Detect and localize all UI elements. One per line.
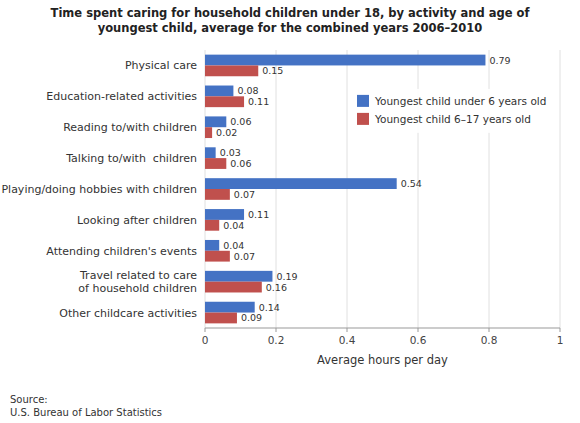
data-label: 0.02: [216, 127, 237, 138]
legend-label: Youngest child under 6 years old: [374, 95, 546, 107]
category-label: Other childcare activities: [59, 307, 197, 320]
tick-mark: [347, 328, 348, 332]
data-label: 0.04: [223, 220, 244, 231]
source: Source:U.S. Bureau of Labor Statistics: [10, 394, 162, 418]
tick-label: 0: [202, 334, 209, 346]
tick-label: 0.2: [268, 334, 285, 346]
bar: [205, 158, 226, 169]
data-label: 0.14: [259, 302, 280, 313]
category-label: Travel related to careof household child…: [78, 269, 197, 295]
data-label: 0.06: [230, 116, 251, 127]
bar: [205, 251, 230, 262]
tick-label: 1: [557, 334, 564, 346]
data-label: 0.15: [262, 65, 283, 76]
data-label: 0.54: [401, 178, 422, 189]
tick-mark: [489, 328, 490, 332]
category-label: Attending children's events: [46, 245, 197, 258]
data-label: 0.11: [248, 209, 269, 220]
bar: [205, 86, 233, 97]
category-label: Reading to/with children: [63, 121, 197, 134]
x-axis-label: Average hours per day: [317, 353, 448, 367]
tick-label: 0.8: [481, 334, 498, 346]
bar: [205, 116, 226, 127]
category-label: Talking to/with children: [65, 152, 197, 165]
grid-line: [560, 50, 561, 328]
bar: [205, 55, 485, 66]
bar: [205, 313, 237, 324]
data-label: 0.79: [489, 55, 510, 66]
background: [0, 0, 580, 423]
bar: [205, 302, 255, 313]
data-label: 0.07: [234, 251, 255, 262]
legend-label: Youngest child 6–17 years old: [374, 113, 531, 125]
bar: [205, 220, 219, 231]
data-label: 0.16: [266, 282, 287, 293]
data-label: 0.09: [241, 312, 262, 323]
category-label: Looking after children: [77, 214, 197, 227]
tick-mark: [560, 328, 561, 332]
bar: [205, 189, 230, 200]
tick-mark: [205, 328, 206, 332]
data-label: 0.06: [230, 158, 251, 169]
bar: [205, 147, 216, 158]
title: Time spent caring for household children…: [51, 6, 531, 35]
legend: Youngest child under 6 years old Youngest…: [351, 89, 556, 133]
bar: [205, 178, 397, 189]
category-label: Playing/doing hobbies with children: [1, 183, 197, 196]
legend-background: [351, 89, 556, 133]
bar: [205, 282, 262, 293]
bar: [205, 240, 219, 251]
data-label: 0.08: [237, 85, 258, 96]
tick-label: 0.6: [410, 334, 427, 346]
tick-mark: [418, 328, 419, 332]
x-axis-line: [205, 328, 560, 329]
category-label: Education-related activities: [46, 90, 197, 103]
legend-swatch: [357, 113, 369, 125]
data-label: 0.19: [276, 271, 297, 282]
tick-label: 0.4: [339, 334, 356, 346]
data-label: 0.03: [220, 147, 241, 158]
legend-swatch: [357, 95, 369, 107]
bar: [205, 65, 258, 76]
data-label: 0.07: [234, 189, 255, 200]
data-label: 0.04: [223, 240, 244, 251]
data-label: 0.11: [248, 96, 269, 107]
bar: [205, 127, 212, 138]
grid: [205, 50, 560, 328]
tick-mark: [276, 328, 277, 332]
bar: [205, 271, 272, 282]
bar: [205, 96, 244, 107]
bar: [205, 209, 244, 220]
chart: Time spent caring for household children…: [0, 0, 580, 423]
category-label: Physical care: [125, 59, 197, 72]
